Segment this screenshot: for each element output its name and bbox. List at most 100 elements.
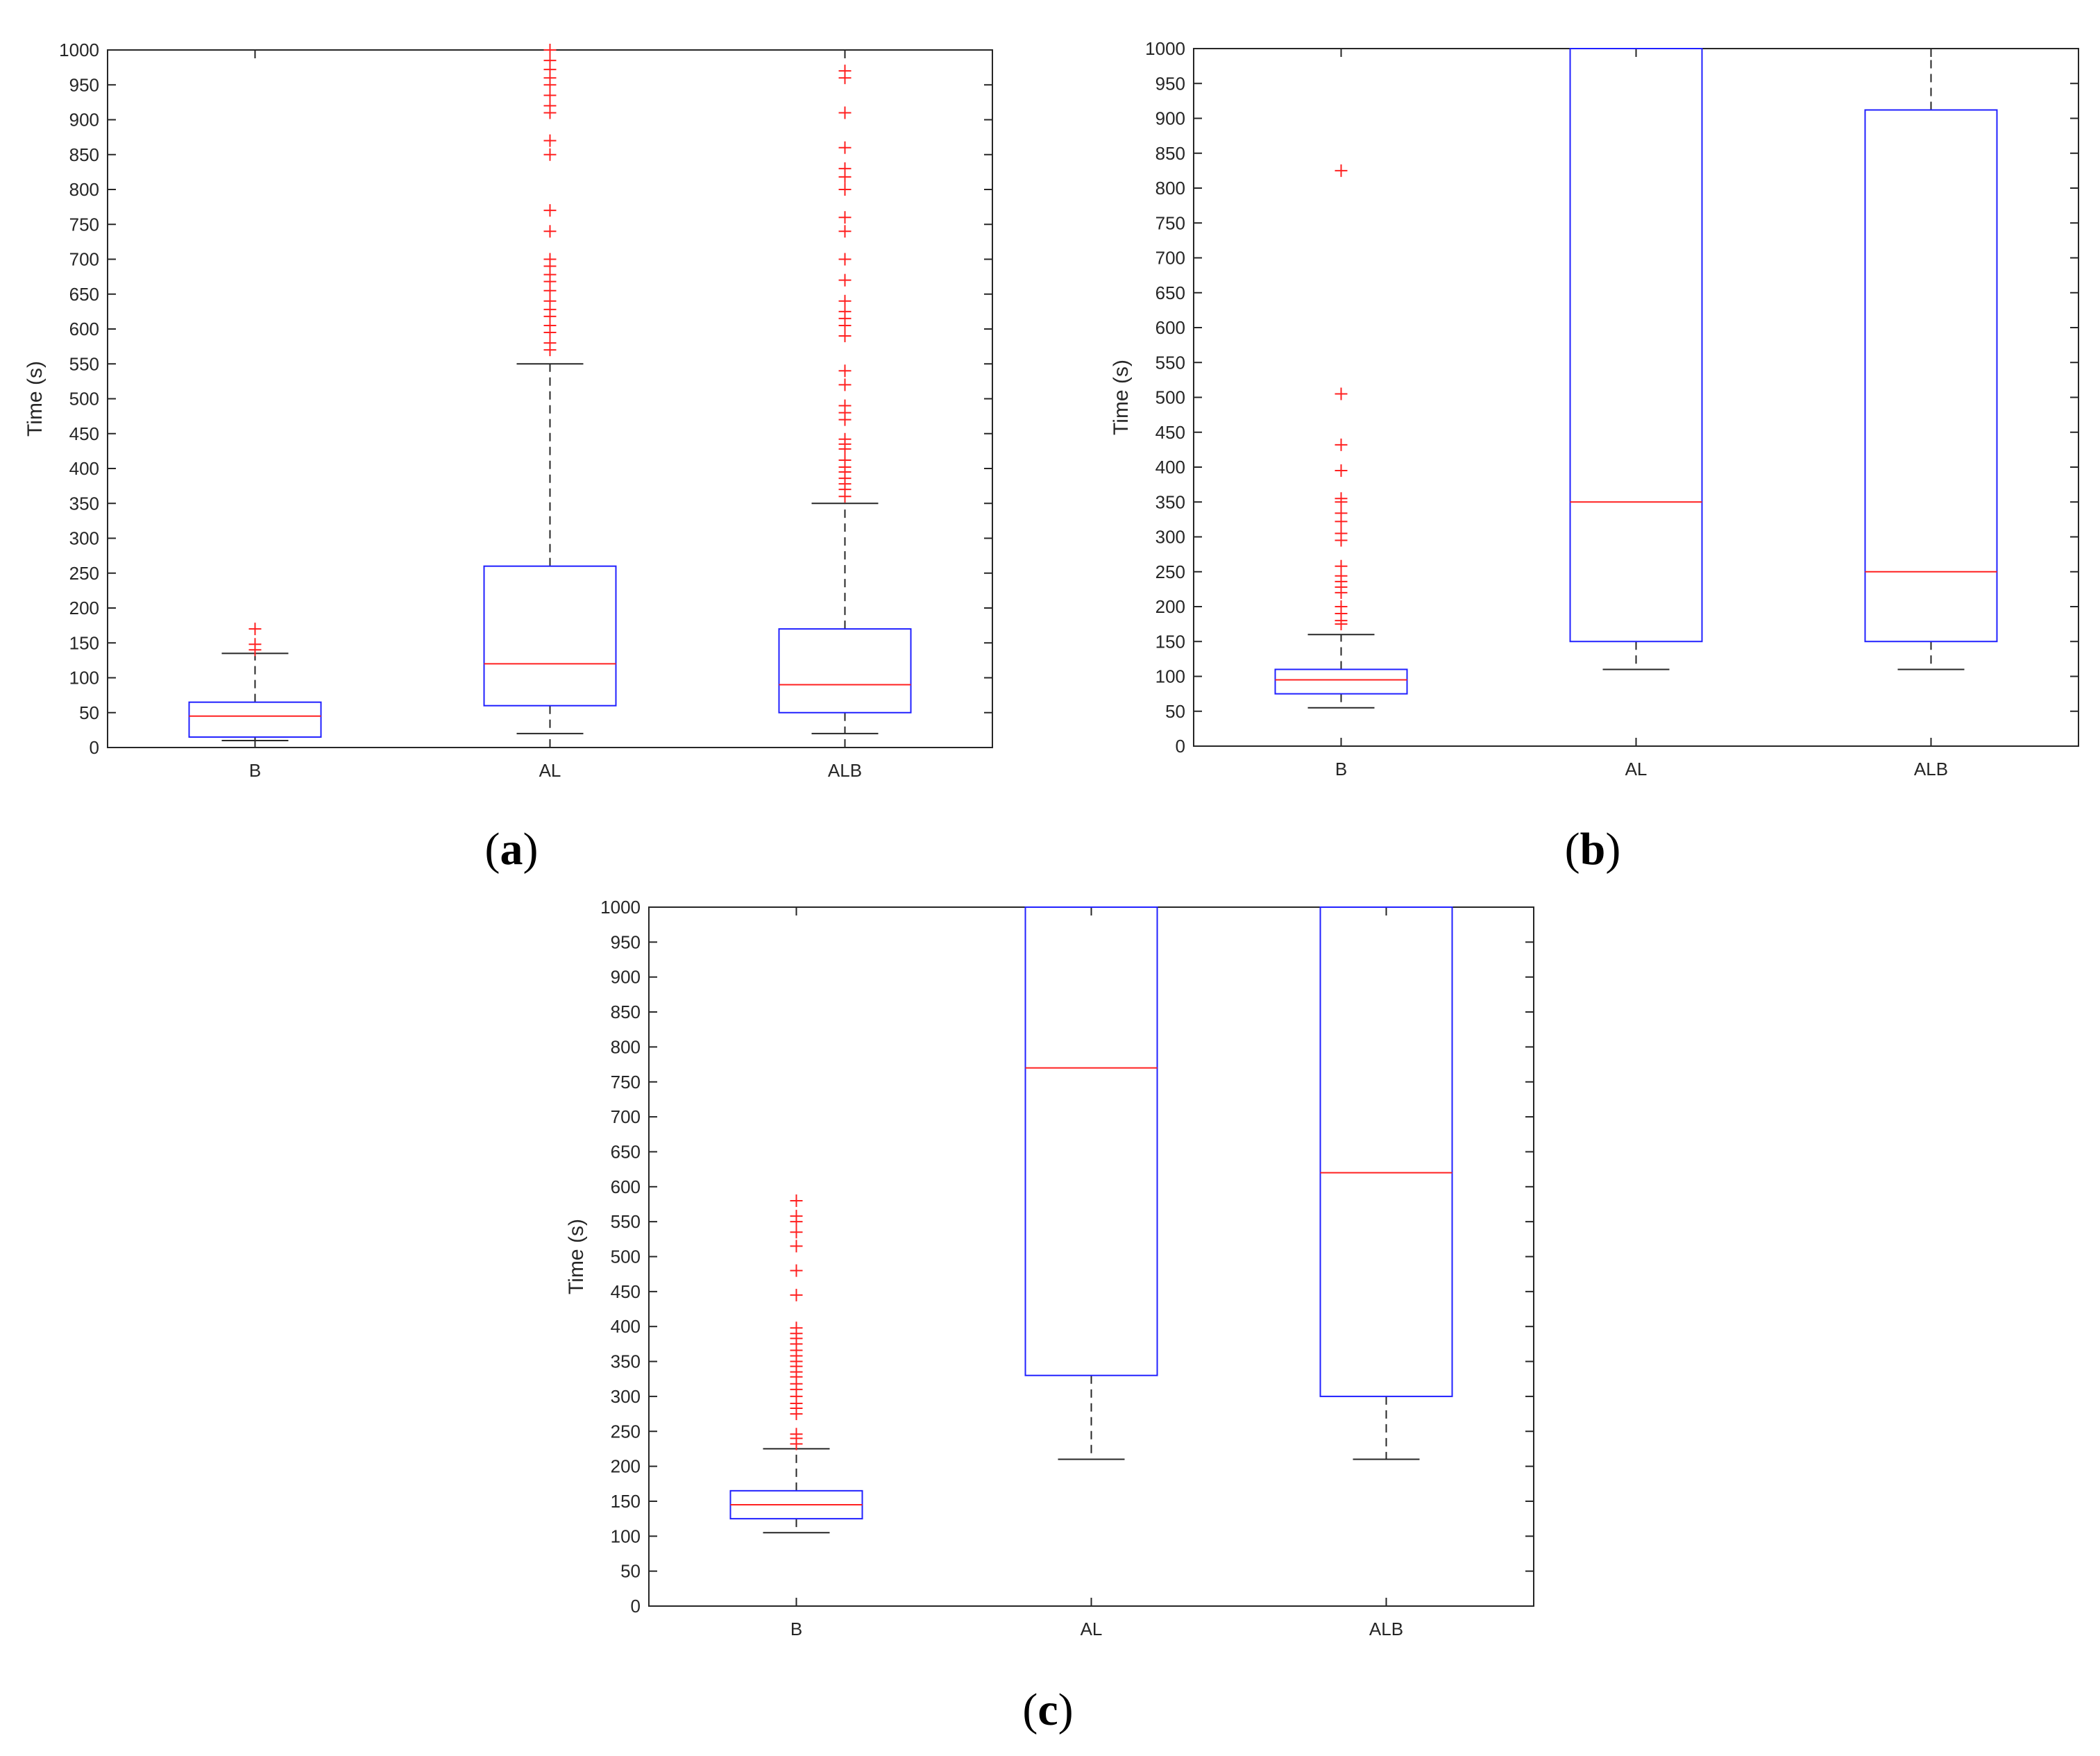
ytick-label-a: 500 <box>69 389 99 410</box>
ytick-label-b: 550 <box>1155 352 1185 373</box>
xtick-label-b: ALB <box>1914 759 1948 779</box>
ytick-label-a: 200 <box>69 598 99 618</box>
ytick-label-c: 0 <box>631 1596 641 1616</box>
outlier-marker <box>1335 492 1348 505</box>
outlier-marker <box>543 99 557 112</box>
outlier-marker <box>838 106 852 119</box>
outlier-marker <box>790 1264 803 1277</box>
xtick-label-a: B <box>249 760 261 781</box>
ytick-label-c: 400 <box>611 1316 641 1337</box>
outlier-marker <box>790 1194 803 1207</box>
ytick-label-b: 100 <box>1155 666 1185 687</box>
outlier-marker <box>1335 164 1348 177</box>
ytick-label-c: 500 <box>611 1247 641 1267</box>
outlier-marker <box>838 141 852 154</box>
ytick-label-b: 750 <box>1155 212 1185 233</box>
xtick-label-b: B <box>1335 759 1347 779</box>
caption-close: ) <box>1605 824 1620 875</box>
ytick-label-c: 200 <box>611 1456 641 1477</box>
outlier-marker <box>838 364 852 378</box>
outlier-marker <box>790 1322 803 1335</box>
caption-open: ( <box>1565 824 1580 875</box>
ylabel-c: Time (s) <box>565 1219 588 1294</box>
ytick-label-b: 150 <box>1155 631 1185 652</box>
box-c-AL <box>1024 906 1158 1460</box>
ylabel-b: Time (s) <box>1110 360 1133 435</box>
outlier-marker <box>1335 464 1348 478</box>
outlier-marker <box>838 211 852 224</box>
caption-open: ( <box>1022 1685 1038 1735</box>
caption-close: ) <box>523 824 539 875</box>
outlier-marker <box>543 44 557 56</box>
outlier-marker <box>1335 559 1348 573</box>
ytick-label-b: 900 <box>1155 108 1185 129</box>
ytick-label-b: 700 <box>1155 248 1185 269</box>
ytick-label-b: 500 <box>1155 387 1185 408</box>
outlier-marker <box>838 183 852 196</box>
ytick-label-a: 1000 <box>59 40 99 60</box>
caption-close: ) <box>1058 1685 1074 1735</box>
outlier-marker <box>838 432 852 446</box>
ytick-label-a: 900 <box>69 110 99 130</box>
outlier-marker <box>1335 527 1348 540</box>
box-b-B <box>1274 164 1408 709</box>
ytick-label-b: 350 <box>1155 491 1185 512</box>
panel-a: 0 50 100 150 200 250 300 350 400 450 500 550 600 650 7… <box>24 40 993 875</box>
ytick-label-a: 600 <box>69 319 99 339</box>
box-c-ALB <box>1319 906 1453 1460</box>
box-iqr <box>1319 906 1453 1397</box>
xtick-label-a: AL <box>539 760 561 781</box>
ytick-label-c: 950 <box>611 931 641 952</box>
outlier-marker <box>1335 507 1348 520</box>
outlier-marker <box>838 253 852 266</box>
panel-c: 0 50 100 150 200 250 300 350 400 450 500 550 600 650 7… <box>565 897 1534 1735</box>
outlier-marker <box>838 453 852 466</box>
ytick-label-b: 650 <box>1155 282 1185 303</box>
ytick-label-c: 250 <box>611 1421 641 1442</box>
outlier-marker <box>838 305 852 318</box>
caption-label: a <box>500 824 523 875</box>
xtick-label-c: ALB <box>1369 1619 1403 1639</box>
caption-label: c <box>1038 1685 1058 1735</box>
box-b-AL <box>1569 48 1703 670</box>
caption-a: (a) <box>485 824 539 875</box>
outlier-marker <box>543 294 557 307</box>
ytick-label-a: 750 <box>69 214 99 235</box>
box-b-ALB <box>1864 49 1998 670</box>
box-iqr <box>1024 906 1158 1376</box>
ytick-label-b: 400 <box>1155 457 1185 478</box>
outlier-marker <box>790 1428 803 1441</box>
box-iqr <box>778 628 912 714</box>
box-iqr <box>1274 668 1408 695</box>
ytick-label-c: 1000 <box>600 897 641 918</box>
ytick-label-b: 850 <box>1155 143 1185 164</box>
ytick-label-b: 800 <box>1155 178 1185 199</box>
ytick-label-a: 400 <box>69 458 99 479</box>
ytick-label-a: 350 <box>69 493 99 514</box>
outlier-marker <box>838 294 852 307</box>
ytick-label-a: 650 <box>69 284 99 305</box>
ytick-label-b: 0 <box>1176 736 1185 757</box>
outlier-marker <box>790 1226 803 1239</box>
ytick-label-c: 850 <box>611 1002 641 1022</box>
ytick-label-a: 150 <box>69 632 99 653</box>
ytick-label-b: 450 <box>1155 422 1185 443</box>
outlier-marker <box>543 337 557 350</box>
box-iqr <box>1569 48 1703 643</box>
ytick-label-a: 100 <box>69 668 99 689</box>
ytick-label-c: 600 <box>611 1176 641 1197</box>
ylabel-a: Time (s) <box>24 361 46 437</box>
ytick-label-c: 300 <box>611 1386 641 1407</box>
outlier-marker <box>543 204 557 217</box>
outlier-marker <box>838 330 852 343</box>
outlier-marker <box>543 148 557 161</box>
ytick-label-c: 750 <box>611 1072 641 1092</box>
ytick-label-b: 1000 <box>1145 38 1185 59</box>
outlier-marker <box>838 273 852 287</box>
outlier-marker <box>790 1288 803 1301</box>
ytick-label-c: 550 <box>611 1211 641 1232</box>
outlier-marker <box>838 65 852 78</box>
caption-c: (c) <box>1022 1685 1073 1735</box>
outlier-marker <box>838 378 852 391</box>
outlier-marker <box>838 225 852 238</box>
